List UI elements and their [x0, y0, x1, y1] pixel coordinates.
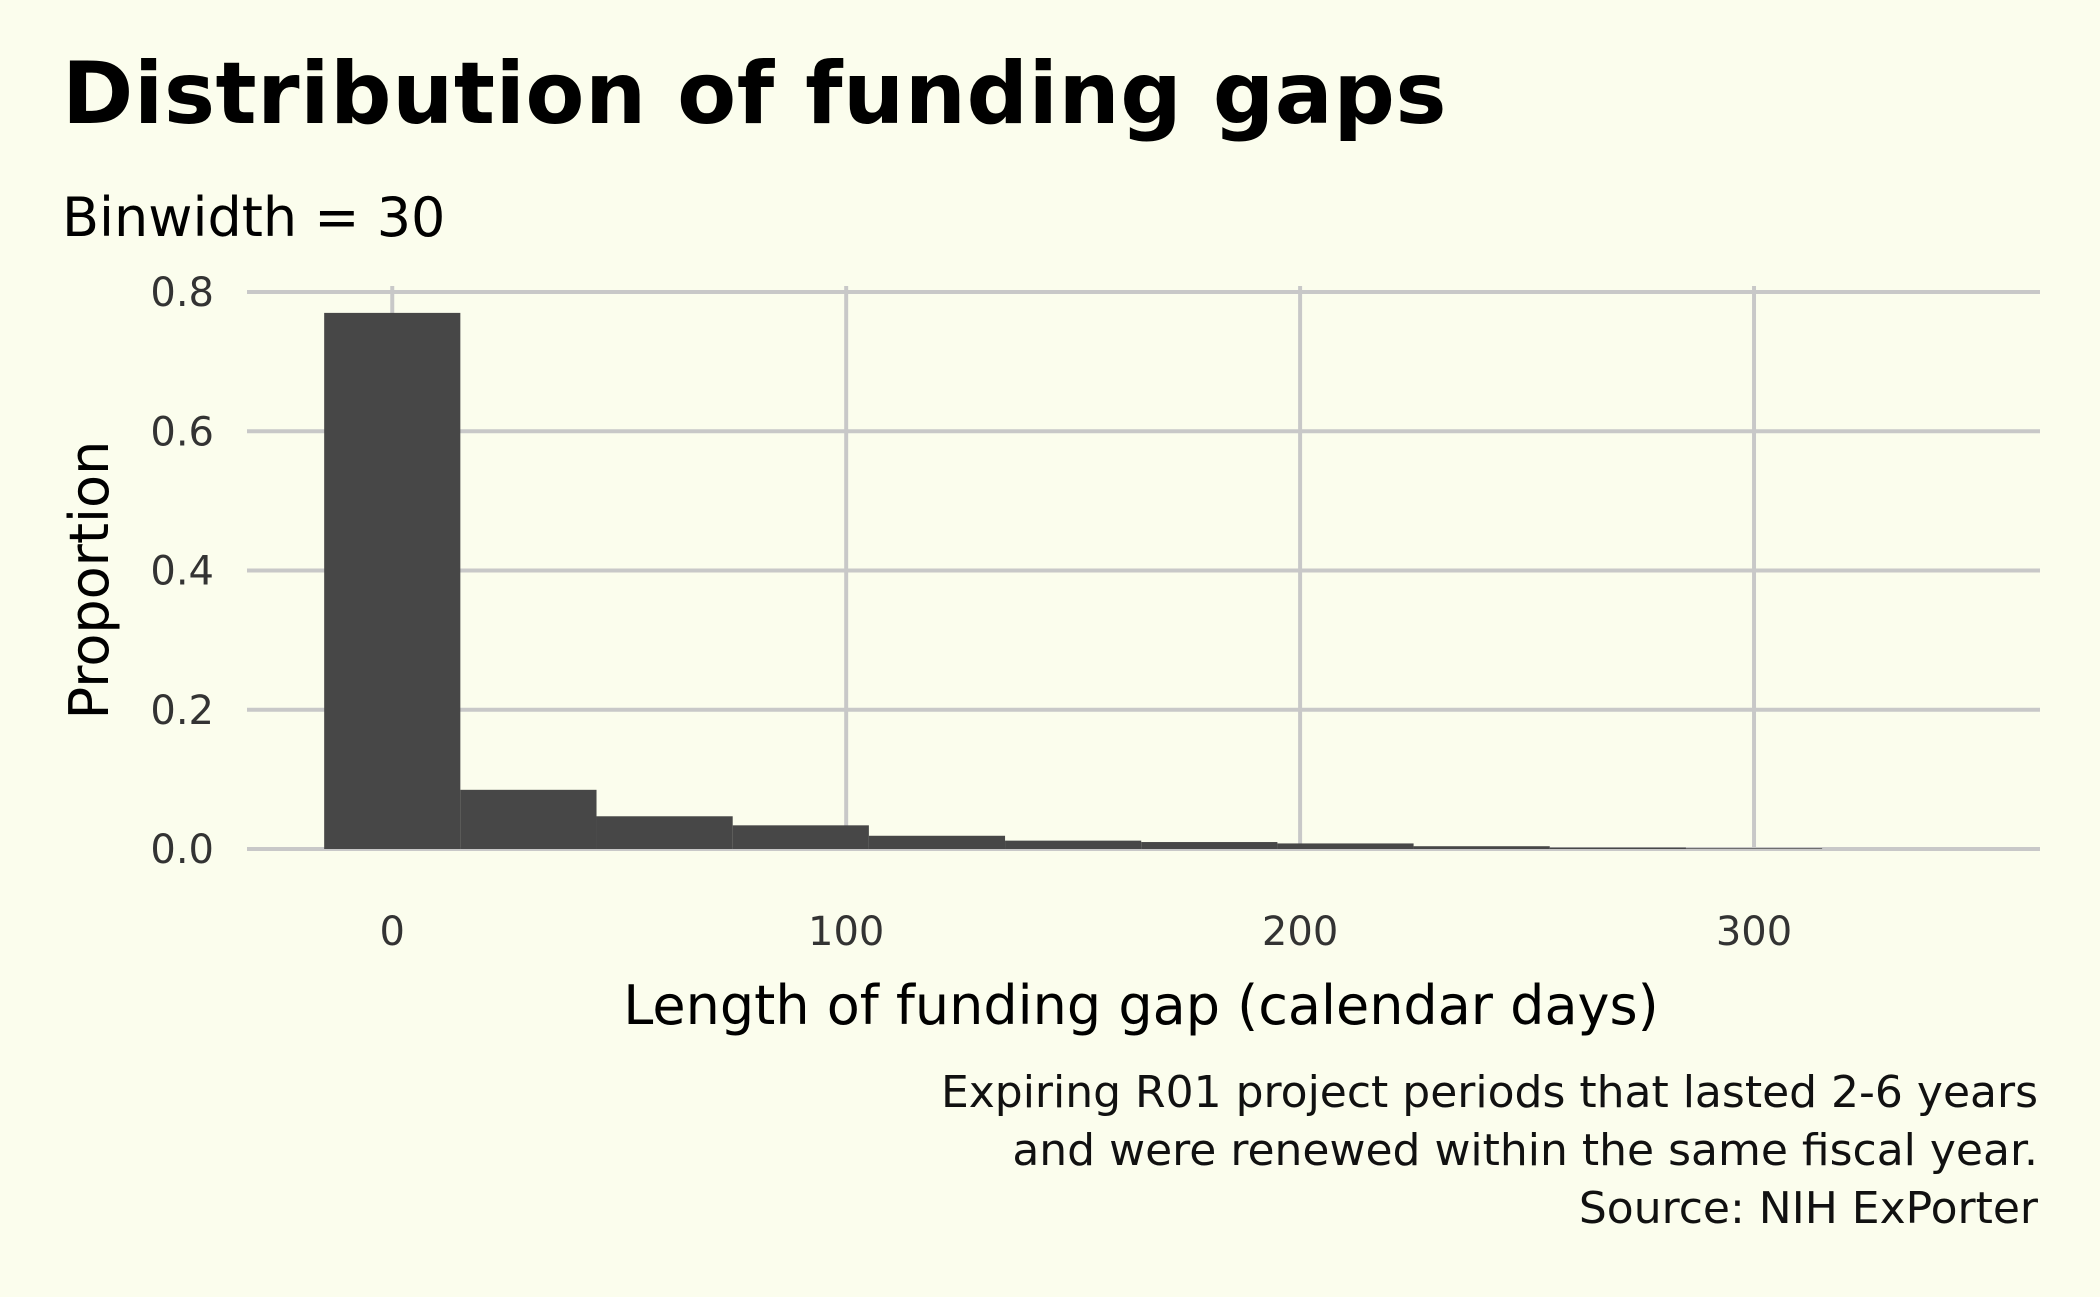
y-axis-title: Proportion	[58, 441, 121, 720]
histogram-bar	[324, 312, 461, 849]
y-tick-label: 0.8	[150, 270, 214, 316]
x-tick-label: 300	[1716, 909, 1792, 955]
histogram-bar	[732, 825, 869, 849]
y-tick-label: 0.6	[150, 409, 214, 455]
x-axis-title: Length of funding gap (calendar days)	[623, 974, 1658, 1037]
x-tick-label: 100	[808, 909, 884, 955]
histogram-bar	[1413, 846, 1550, 849]
histogram-bar	[1685, 848, 1823, 849]
caption-line: and were renewed within the same fiscal …	[1012, 1125, 2038, 1176]
x-tick-label: 200	[1262, 909, 1338, 955]
histogram-bar	[1141, 842, 1278, 849]
y-tick-label: 0.2	[150, 688, 214, 734]
histogram-bar	[1277, 843, 1414, 849]
axis-tick-labels: 0.0 0.2 0.4 0.6 0.8 0 100 200 300	[150, 270, 1792, 955]
chart-subtitle: Binwidth = 30	[62, 186, 446, 249]
histogram-bar	[1005, 840, 1142, 849]
y-tick-label: 0.4	[150, 549, 214, 595]
x-tick-label: 0	[380, 909, 405, 955]
histogram-bar	[460, 789, 597, 849]
histogram-bar	[596, 816, 733, 849]
caption-line: Source: NIH ExPorter	[1578, 1183, 2038, 1234]
chart-caption: Expiring R01 project periods that lasted…	[941, 1064, 2038, 1238]
histogram-bar	[868, 835, 1006, 849]
y-tick-label: 0.0	[150, 827, 214, 873]
chart-title: Distribution of funding gaps	[62, 44, 1448, 144]
grid-lines	[247, 286, 2040, 851]
caption-line: Expiring R01 project periods that lasted…	[940, 1067, 2038, 1118]
histogram-bars	[324, 312, 1823, 849]
histogram-bar	[1549, 847, 1686, 849]
